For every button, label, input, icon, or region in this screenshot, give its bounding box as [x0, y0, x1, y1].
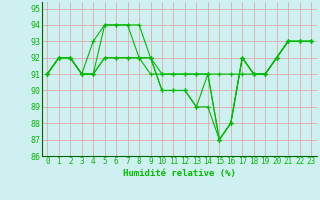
X-axis label: Humidité relative (%): Humidité relative (%) — [123, 169, 236, 178]
